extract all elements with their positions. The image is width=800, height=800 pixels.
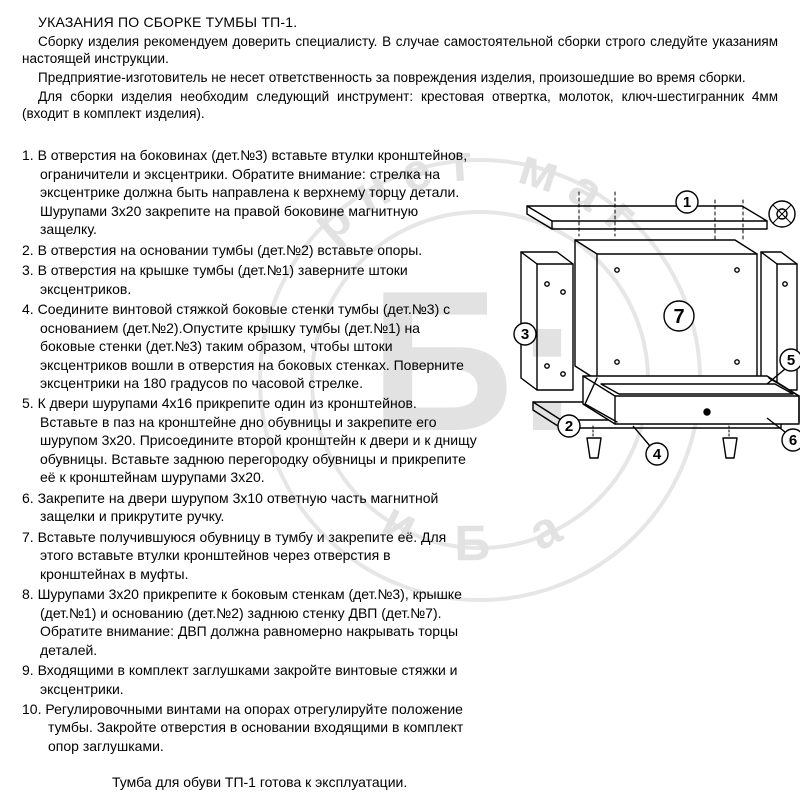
step-9: 9. Входящими в комплект заглушками закро… — [22, 661, 477, 698]
step-4: 4. Соедините винтовой стяжкой боковые ст… — [22, 300, 477, 392]
callout-7: 7 — [664, 301, 694, 331]
svg-text:1: 1 — [683, 194, 691, 211]
callout-1: 1 — [676, 191, 698, 213]
page-title: УКАЗАНИЯ ПО СБОРКЕ ТУМБЫ ТП-1. — [22, 14, 778, 30]
svg-text:5: 5 — [787, 352, 795, 369]
svg-text:7: 7 — [673, 306, 684, 328]
step-1: 1. В отверстия на боковинах (дет.№3) вст… — [22, 146, 477, 238]
callout-4: 4 — [633, 426, 668, 465]
intro-p3: Для сборки изделия необходим следующий и… — [22, 89, 778, 123]
svg-text:3: 3 — [521, 326, 529, 343]
assembly-steps: 1. В отверстия на боковинах (дет.№3) вст… — [22, 146, 477, 791]
intro-p1: Сборку изделия рекомендуем доверить спец… — [22, 34, 778, 68]
svg-text:2: 2 — [565, 418, 573, 435]
assembly-diagram: 1 2 3 4 — [467, 166, 800, 506]
intro-p2: Предприятие-изготовитель не несет ответс… — [22, 70, 778, 87]
svg-text:4: 4 — [653, 446, 662, 463]
step-3: 3. В отверстия на крышке тумбы (дет.№1) … — [22, 261, 477, 298]
callout-2: 2 — [558, 415, 580, 437]
intro-block: Сборку изделия рекомендуем доверить спец… — [22, 34, 778, 122]
closing-text: Тумба для обуви ТП-1 готова к эксплуатац… — [22, 773, 477, 791]
step-6: 6. Закрепите на двери шурупом 3х10 ответ… — [22, 489, 477, 526]
step-2: 2. В отверстия на основании тумбы (дет.№… — [22, 241, 477, 259]
step-7: 7. Вставьте получившуюся обувницу в тумб… — [22, 528, 477, 583]
step-8: 8. Шурупами 3х20 прикрепите к боковым ст… — [22, 585, 477, 659]
callout-3: 3 — [514, 323, 536, 345]
step-5: 5. К двери шурупами 4х16 прикрепите один… — [22, 394, 477, 486]
step-10: 10. Регулировочными винтами на опорах от… — [22, 700, 477, 755]
svg-text:6: 6 — [789, 432, 797, 449]
